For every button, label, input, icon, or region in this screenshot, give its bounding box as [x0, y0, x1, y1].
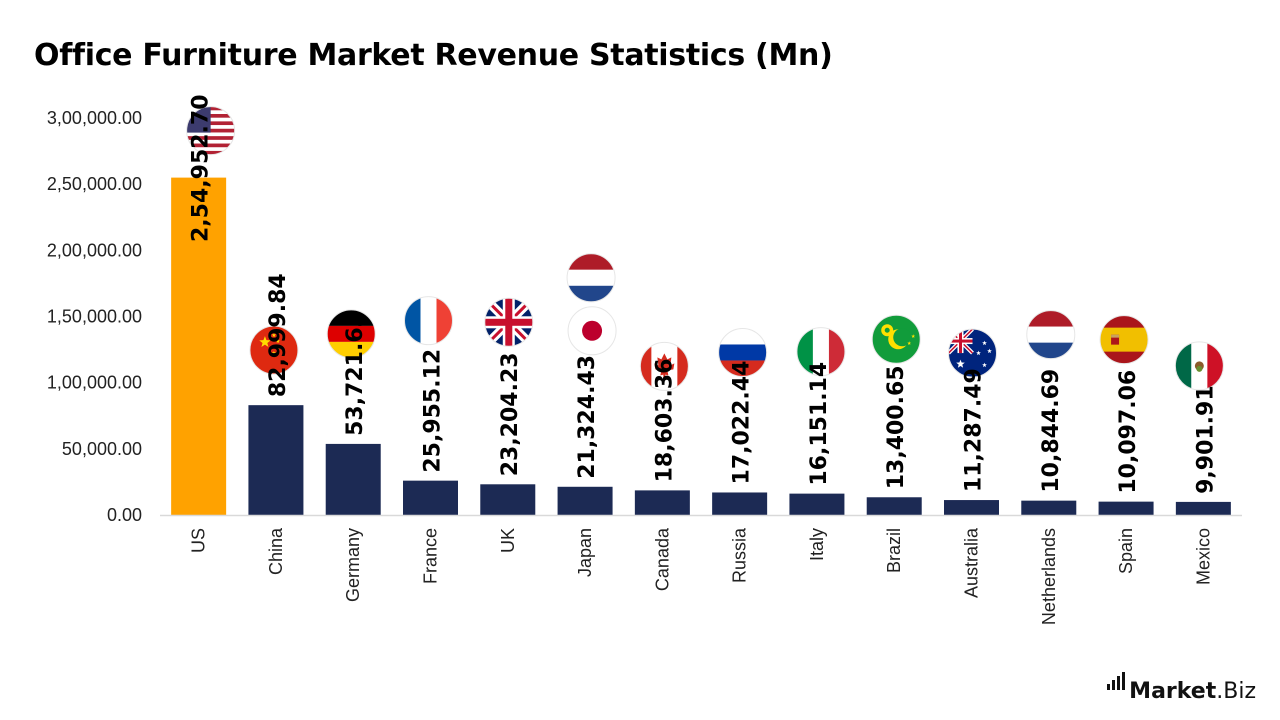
y-tick-label: 2,50,000.00	[47, 174, 142, 194]
brand-name: Market	[1129, 679, 1217, 704]
netherlands-flag-icon	[566, 253, 616, 303]
x-tick-label: UK	[498, 528, 518, 553]
russia-flag-icon	[718, 327, 768, 377]
x-tick-label: Germany	[343, 528, 363, 602]
x-tick-label: Spain	[1116, 528, 1136, 574]
y-tick-label: 3,00,000.00	[47, 108, 142, 128]
data-label: 17,022.44	[730, 361, 755, 485]
x-tick-label: China	[266, 527, 286, 575]
data-label: 16,151.14	[807, 362, 832, 486]
y-axis: 0.00 50,000.00 1,00,000.00 1,50,000.00 2,00,…	[47, 108, 142, 525]
italy-flag-icon	[796, 327, 846, 377]
bar-canada	[634, 490, 690, 515]
bar-china	[248, 405, 304, 515]
data-label: 25,955.12	[421, 349, 446, 473]
y-tick-label: 2,00,000.00	[47, 240, 142, 260]
mexico-flag-icon	[1174, 341, 1224, 391]
data-label: 82,999.84	[266, 273, 291, 397]
y-tick-label: 1,50,000.00	[47, 307, 142, 327]
bar-brazil	[866, 497, 922, 515]
data-label: 2,54,952.70	[189, 94, 214, 242]
bar-australia	[944, 500, 999, 515]
chart-title: Office Furniture Market Revenue Statisti…	[34, 38, 833, 73]
signal-bars-icon	[1107, 665, 1127, 690]
data-label: 23,204.23	[498, 352, 523, 476]
x-axis: US China Germany France UK Japan Canada Russia I…	[160, 514, 1242, 625]
bar-france	[403, 480, 458, 515]
x-tick-label: Netherlands	[1039, 528, 1059, 625]
x-tick-label: Russia	[730, 527, 750, 583]
data-labels: 2,54,952.70 82,999.84 53,721.63 25,955.12 23…	[189, 94, 1219, 493]
bar-japan	[557, 486, 613, 515]
data-label: 10,844.69	[1039, 369, 1064, 493]
brand-suffix: .Biz	[1216, 679, 1256, 704]
brazil-flag-icon	[871, 314, 921, 364]
germany-flag-icon	[326, 309, 376, 359]
uk-flag-icon	[484, 297, 534, 347]
y-tick-label: 1,00,000.00	[47, 373, 142, 393]
bar-us	[171, 177, 227, 515]
flags	[186, 106, 1224, 391]
data-label: 9,901.91	[1193, 385, 1218, 494]
y-tick-label: 50,000.00	[62, 439, 142, 459]
data-label: 21,324.43	[575, 355, 600, 479]
x-tick-label: Italy	[807, 528, 827, 561]
australia-flag-icon	[948, 328, 997, 378]
brand-logo: Market.Biz	[1107, 665, 1256, 704]
x-tick-label: Mexico	[1193, 528, 1213, 585]
data-label: 53,721.63	[343, 312, 368, 436]
bar-spain	[1098, 501, 1154, 515]
y-tick-label: 0.00	[107, 505, 142, 525]
x-tick-label: Canada	[652, 527, 672, 591]
france-flag-icon	[404, 296, 453, 346]
spain-flag-icon	[1099, 315, 1149, 365]
x-tick-label: France	[421, 528, 441, 584]
x-tick-label: Japan	[575, 528, 595, 577]
data-label: 18,603.36	[652, 359, 677, 483]
bar-germany	[325, 443, 381, 515]
data-label: 10,097.06	[1116, 370, 1141, 494]
x-tick-label: Brazil	[884, 528, 904, 573]
china-flag-icon	[249, 325, 299, 375]
bar-russia	[712, 492, 768, 515]
data-label: 13,400.65	[884, 365, 909, 489]
canada-flag-icon	[639, 341, 689, 391]
bar-italy	[789, 493, 845, 515]
bars	[171, 177, 1231, 515]
x-tick-label: US	[189, 528, 209, 553]
netherlands-flag-icon	[1026, 310, 1076, 360]
japan-flag-icon	[567, 306, 617, 356]
data-label: 11,287.49	[962, 368, 987, 492]
x-tick-label: Australia	[962, 527, 982, 598]
bar-mexico	[1175, 501, 1231, 515]
bar-netherlands	[1021, 500, 1077, 515]
bar-uk	[480, 484, 536, 515]
